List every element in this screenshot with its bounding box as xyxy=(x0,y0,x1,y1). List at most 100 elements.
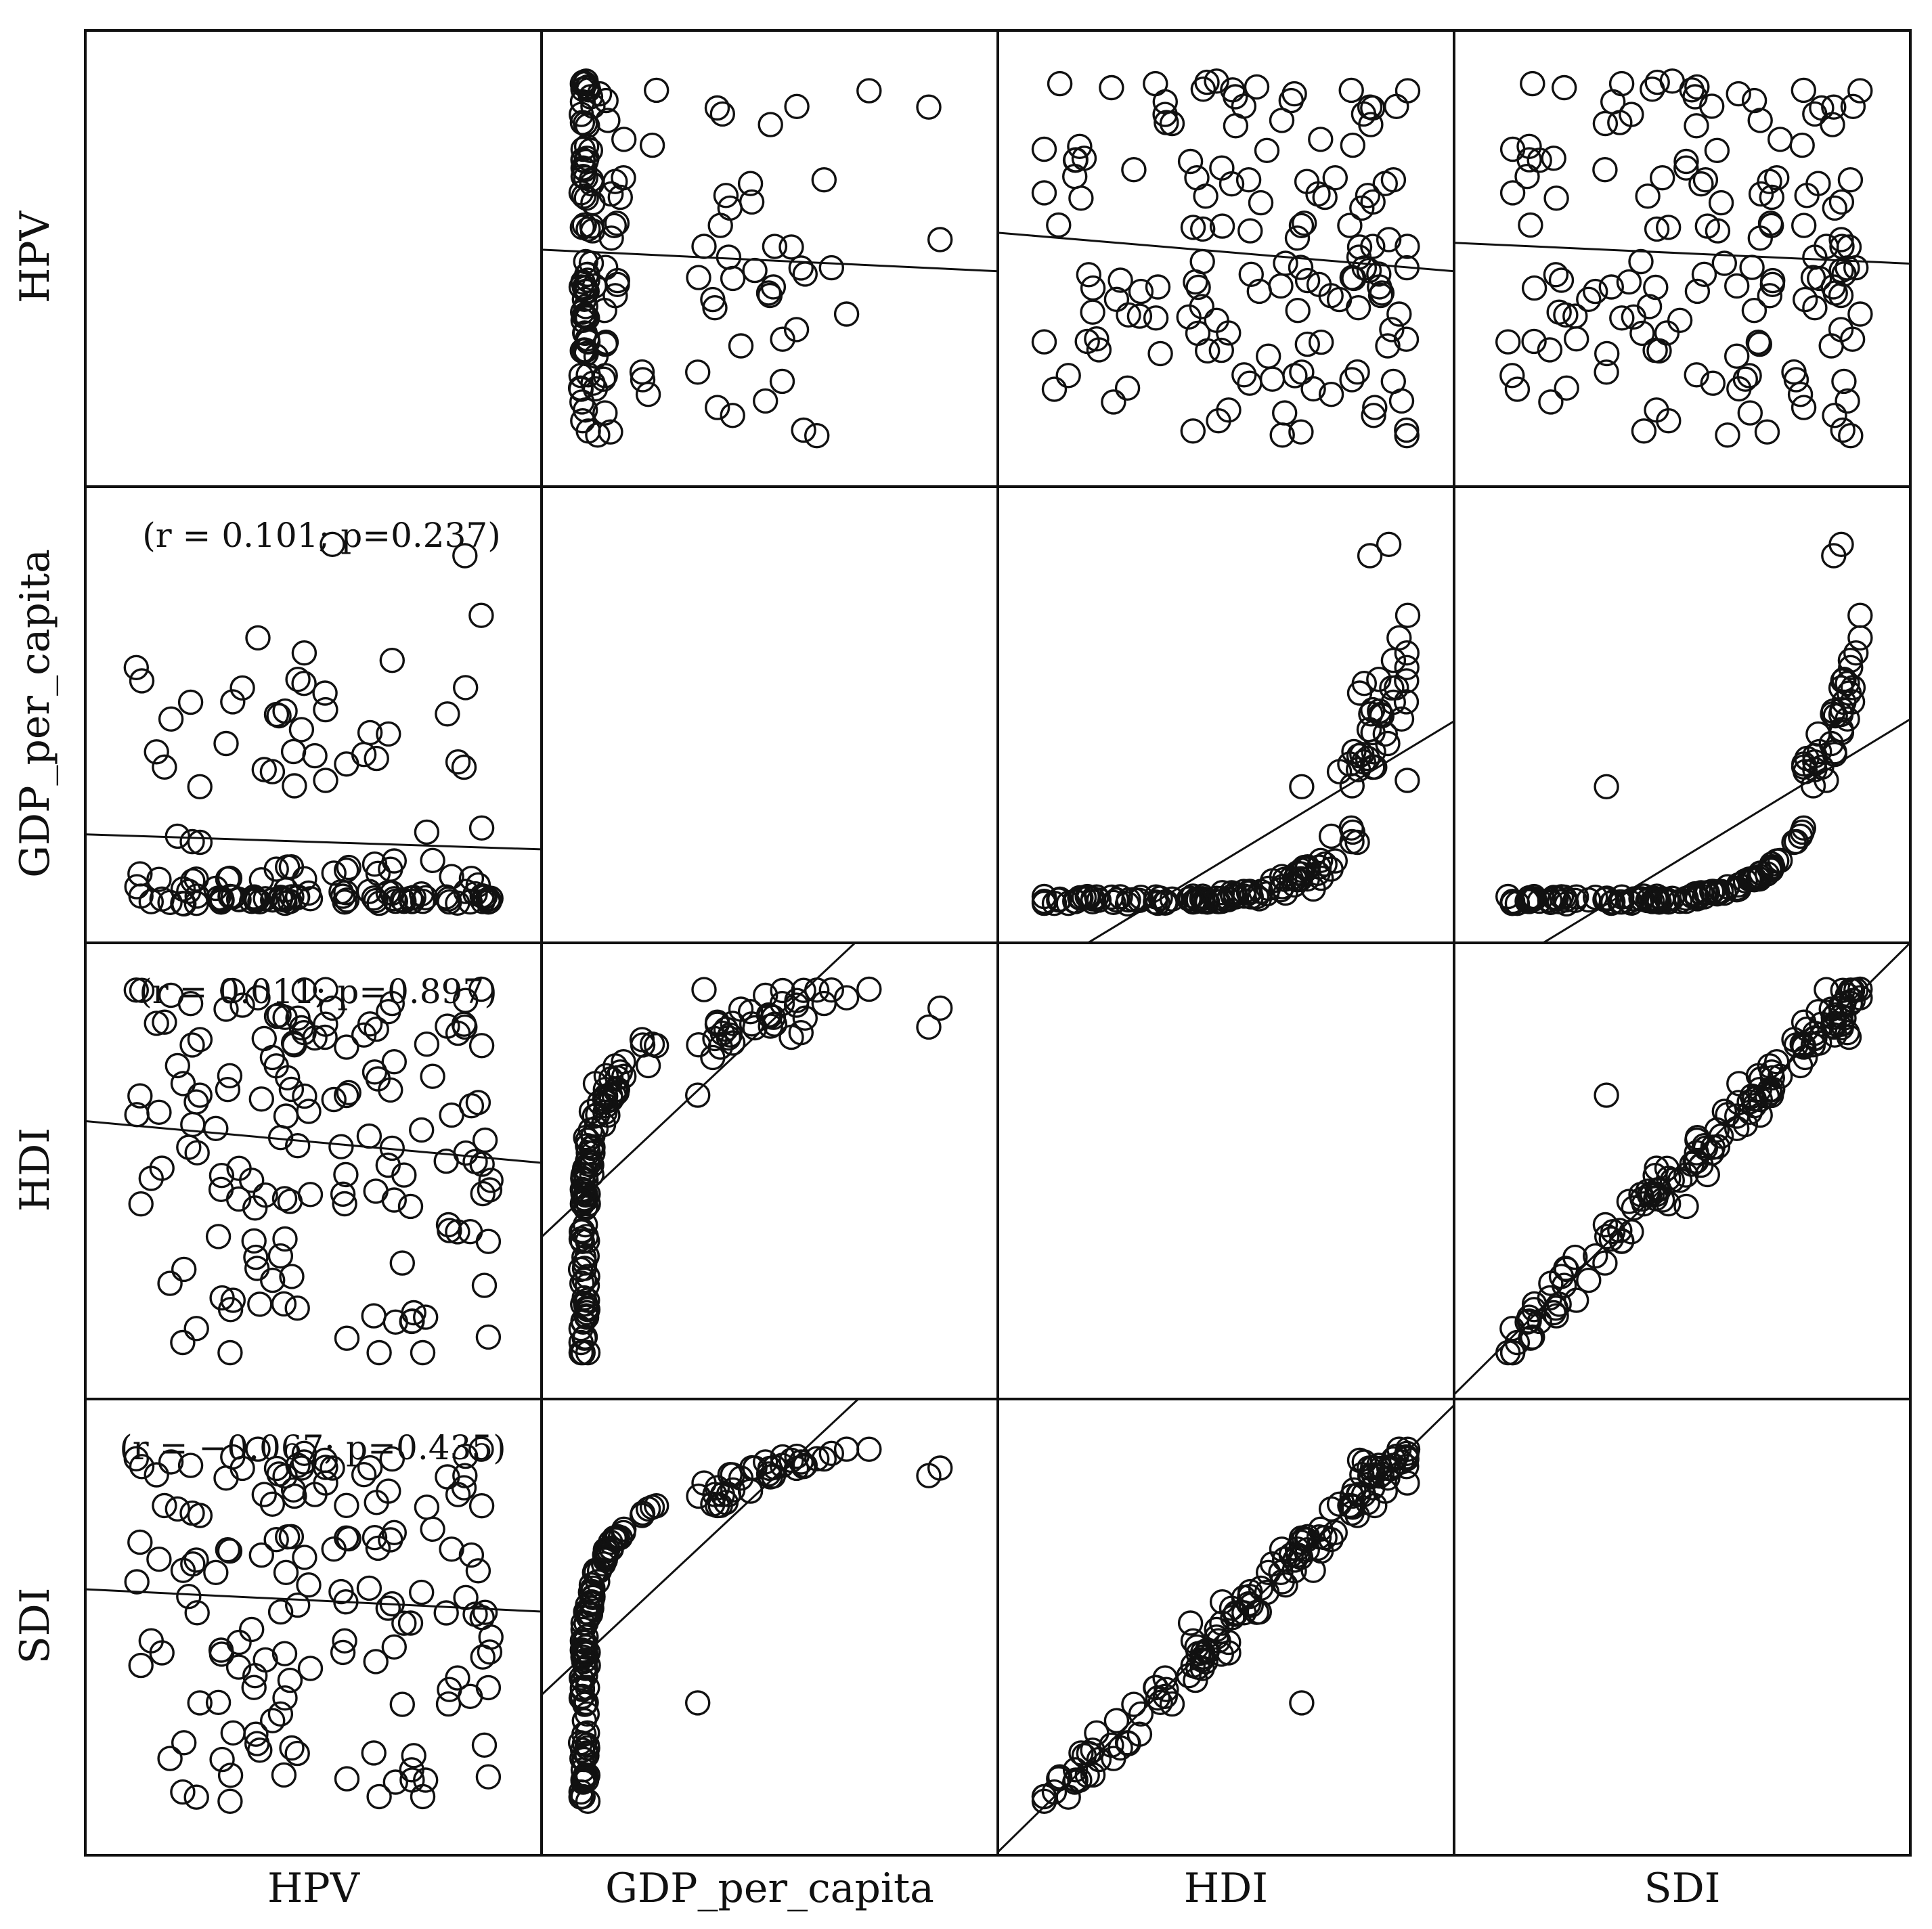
scatter-point xyxy=(1655,215,1682,240)
scatter-point xyxy=(330,1639,356,1666)
scatter-point xyxy=(1684,362,1709,388)
scatter-point xyxy=(472,1599,498,1625)
scatter-point xyxy=(1828,257,1854,284)
scatter-point xyxy=(1046,212,1072,238)
scatter-point xyxy=(205,1689,232,1716)
scatter-point xyxy=(1084,326,1110,352)
scatter-point xyxy=(313,696,338,723)
scatter-point xyxy=(573,1662,598,1689)
scatter-point xyxy=(573,248,598,275)
scatter-point xyxy=(217,1762,244,1788)
scatter-point xyxy=(611,127,637,152)
corr-label-sdi-hpv: (r = −0.067; p=0.435) xyxy=(119,1428,506,1467)
scatter-point xyxy=(1781,359,1807,385)
scatter-point xyxy=(1237,370,1263,396)
scatter-point xyxy=(433,884,459,910)
scatter-point xyxy=(702,1482,728,1507)
scatter-point xyxy=(313,768,338,793)
scatter-point xyxy=(158,1449,184,1475)
scatter-point xyxy=(1235,167,1262,193)
scatter-point xyxy=(420,847,445,874)
scatter-point xyxy=(332,1628,357,1654)
scatter-point xyxy=(1747,331,1773,357)
scatter-point xyxy=(378,1077,403,1103)
scatter-point xyxy=(1715,422,1740,448)
scatter-point xyxy=(592,400,618,426)
scatter-point xyxy=(1367,698,1392,724)
scatter-point xyxy=(1514,164,1540,190)
scatter-point xyxy=(267,1599,294,1625)
scatter-point xyxy=(312,1024,338,1050)
scatter-point xyxy=(1344,359,1370,385)
scatter-point xyxy=(1176,304,1202,330)
scatter-point xyxy=(1673,148,1699,175)
scatter-point xyxy=(571,1649,597,1675)
scatter-point xyxy=(1223,1601,1248,1627)
scatter-point xyxy=(1273,1572,1298,1598)
scatter-point xyxy=(124,1569,150,1595)
scatter-point xyxy=(1820,698,1846,724)
scatter-point xyxy=(1180,215,1206,240)
scatter-point xyxy=(330,1181,356,1207)
scatter-point xyxy=(475,1675,502,1701)
scatter-point xyxy=(1495,1339,1521,1366)
scatter-point xyxy=(1594,340,1620,367)
scatter-point xyxy=(1367,274,1392,300)
scatter-point xyxy=(1361,403,1386,428)
scatter-point xyxy=(573,1224,599,1249)
scatter-point xyxy=(1180,418,1206,444)
scatter-point xyxy=(475,1324,502,1350)
scatter-point xyxy=(1684,1124,1711,1151)
scatter-point xyxy=(1080,889,1105,915)
scatter-point xyxy=(1340,132,1366,158)
scatter-point xyxy=(572,1250,598,1276)
scatter-point xyxy=(171,1730,197,1756)
scatter-point xyxy=(291,640,317,666)
scatter-point xyxy=(361,1740,387,1766)
scatter-point xyxy=(248,1086,274,1112)
scatter-point xyxy=(1656,889,1682,914)
scatter-point xyxy=(1294,1527,1320,1553)
scatter-point xyxy=(376,721,401,747)
scatter-point xyxy=(1495,329,1521,355)
scatter-point xyxy=(1147,885,1173,911)
scatter-point xyxy=(728,333,754,359)
scatter-point xyxy=(1592,1250,1618,1276)
fit-line xyxy=(1086,719,1454,943)
scatter-point xyxy=(570,136,596,162)
scatter-point xyxy=(152,1492,177,1519)
scatter-point xyxy=(1682,84,1708,110)
scatter-point xyxy=(769,990,795,1017)
scatter-point xyxy=(146,866,172,892)
scatter-point xyxy=(451,1475,477,1501)
scatter-point xyxy=(1724,273,1750,299)
scatter-point xyxy=(1177,1610,1204,1636)
scatter-point xyxy=(586,1090,613,1115)
scatter-point xyxy=(1600,89,1626,115)
panel-sdi-vs-hdi xyxy=(998,1403,1454,1854)
scatter-point xyxy=(572,156,598,183)
scatter-point xyxy=(187,774,213,800)
scatter-point xyxy=(375,1595,401,1621)
scatter-point xyxy=(1576,286,1602,312)
scatter-point xyxy=(1177,148,1204,175)
scatter-point xyxy=(1684,74,1710,100)
scatter-point xyxy=(379,1446,405,1472)
scatter-point xyxy=(336,854,361,881)
scatter-point xyxy=(215,1076,241,1103)
scatter-point xyxy=(291,671,317,696)
scatter-point xyxy=(570,1189,596,1214)
scatter-point xyxy=(1741,87,1768,114)
scatter-point xyxy=(1062,148,1089,173)
scatter-point xyxy=(420,1063,445,1089)
scatter-point xyxy=(389,1250,415,1276)
scatter-point xyxy=(478,1624,504,1650)
scatter-point xyxy=(1031,136,1057,162)
scatter-point xyxy=(1339,367,1365,393)
scatter-point xyxy=(285,1132,311,1159)
scatter-point xyxy=(320,1455,345,1481)
scatter-point xyxy=(1759,184,1785,210)
scatter-point xyxy=(247,1737,273,1763)
scatter-point xyxy=(1031,180,1057,206)
scatter-point xyxy=(1080,275,1106,301)
